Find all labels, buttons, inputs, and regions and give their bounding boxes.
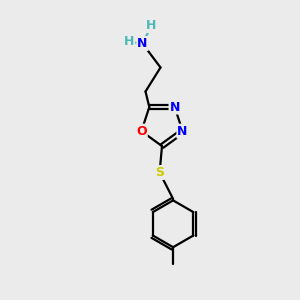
- Text: N: N: [137, 37, 148, 50]
- Text: N: N: [177, 125, 188, 138]
- Text: N: N: [169, 100, 180, 113]
- Text: H: H: [146, 19, 157, 32]
- Text: O: O: [136, 125, 147, 138]
- Text: H: H: [124, 35, 134, 49]
- Text: S: S: [155, 166, 164, 179]
